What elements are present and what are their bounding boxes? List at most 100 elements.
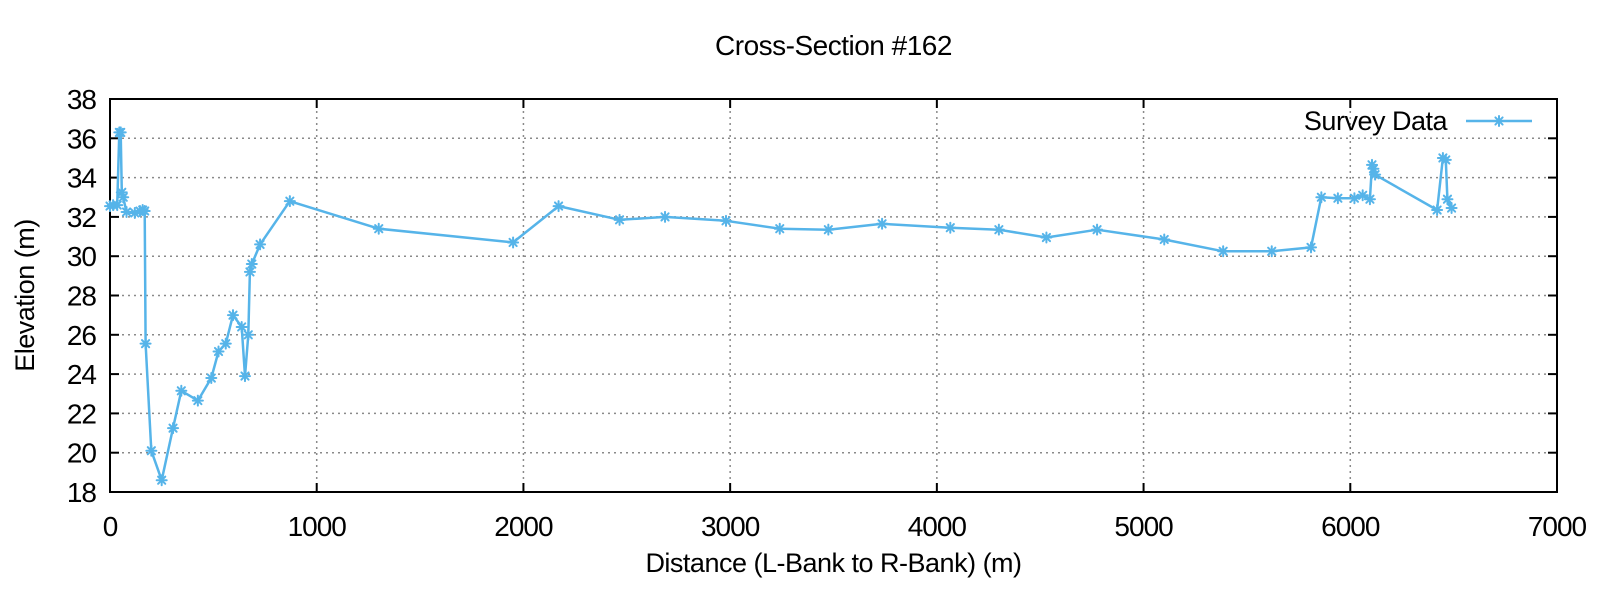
marker-arm [1218,246,1228,256]
data-point-marker [114,126,127,139]
chart-title: Cross-Section #162 [715,30,952,61]
y-tick-label: 22 [67,398,97,429]
data-point-marker [117,191,130,204]
marker-arm [1441,155,1451,165]
marker-arm [1365,194,1375,204]
data-point-marker [507,236,520,249]
marker-arm [1432,205,1442,215]
marker-arm [243,330,253,340]
marker-arm [193,396,203,406]
data-point-marker [111,199,124,212]
legend-sample-marker [1493,115,1505,127]
data-point-marker [238,370,251,383]
marker-arm [168,423,178,433]
legend-sample-line [1466,115,1532,127]
marker-arm [721,216,731,226]
marker-arm [1316,192,1326,202]
data-point-marker [138,205,151,218]
marker-arm [221,339,231,349]
data-point-marker [876,217,889,230]
legend: Survey Data [1304,106,1532,136]
y-tick-label: 28 [67,281,97,312]
marker-arm [1446,203,1457,213]
data-point-marker [773,222,786,235]
grid-layer [110,99,1557,492]
data-point-marker [944,221,957,234]
marker-arm [1333,193,1343,203]
x-tick-label: 4000 [908,511,967,542]
marker-arm [118,192,128,202]
data-point-marker [145,444,158,457]
series-layer [104,126,1458,487]
data-point-marker [283,195,296,208]
marker-arm [508,237,518,248]
data-point-marker [372,222,385,235]
x-tick-label: 3000 [701,511,760,542]
y-tick-label: 38 [67,84,97,115]
data-point-marker [155,474,168,487]
marker-arm [553,201,564,211]
marker-arm [945,223,955,233]
data-point-marker [659,210,672,223]
marker-arm [1267,246,1277,256]
marker-arm [146,446,156,456]
data-point-marker [254,238,267,251]
series-line [108,131,1453,482]
y-tick-label: 34 [67,163,97,194]
marker-arm [1494,116,1504,126]
marker-arm [240,371,250,381]
marker-arm [1092,225,1102,235]
data-point-marker [1439,153,1452,166]
data-point-marker [191,394,204,407]
marker-arm [374,224,384,234]
marker-arm [1358,190,1368,200]
x-tick-label: 6000 [1321,511,1380,542]
marker-arm [877,219,887,229]
data-point-marker [212,345,225,358]
data-point-marker [1040,231,1053,244]
marker-arm [994,225,1004,235]
data-point-marker [720,214,733,227]
marker-arm [176,386,186,396]
marker-arm [116,127,126,138]
marker-arm [823,225,833,235]
x-tick-label: 2000 [494,511,553,542]
y-tick-label: 30 [67,241,97,272]
marker-arm [255,239,265,250]
data-point-marker [243,265,256,278]
marker-arm [247,259,257,269]
marker-arm [660,212,670,222]
data-point-marker [1305,241,1318,254]
data-point-marker [1315,191,1328,204]
marker-arm [1349,193,1360,203]
data-point-marker [1158,233,1171,246]
data-point-marker [552,200,565,213]
y-tick-label: 36 [67,123,97,154]
marker-arm [140,206,150,216]
data-point-marker [235,320,248,333]
data-point-marker [1369,168,1382,181]
x-tick-label: 1000 [288,511,347,542]
data-point-marker [205,372,218,385]
y-tick-label: 32 [67,202,97,233]
marker-arm [237,322,247,332]
y-tick-label: 20 [67,438,97,469]
data-point-marker [219,337,232,350]
marker-arm [206,373,216,383]
marker-arm [112,200,122,210]
marker-arm [1370,170,1380,180]
x-tick-label: 0 [103,511,118,542]
marker-arm [1306,242,1316,252]
data-point-marker [613,213,626,226]
data-point-marker [1431,204,1444,217]
marker-arm [121,207,132,217]
legend-label: Survey Data [1304,106,1449,136]
data-point-marker [1091,223,1104,236]
marker-arm [213,346,224,357]
data-point-marker [175,384,188,397]
marker-arm [157,475,167,485]
x-tick-label: 7000 [1528,511,1587,542]
y-axis-label: Elevation (m) [10,219,40,372]
